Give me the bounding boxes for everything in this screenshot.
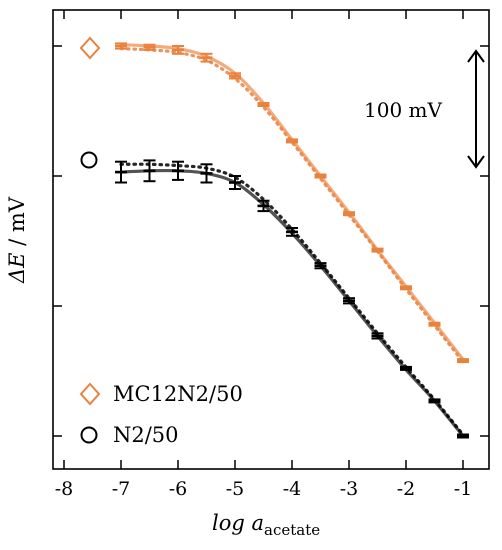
series-markers xyxy=(79,36,101,169)
x-axis-label: log aacetate xyxy=(212,511,320,539)
error-bar xyxy=(143,159,156,183)
error-bar xyxy=(343,297,355,305)
fit-dotted-mc12n2-50 xyxy=(119,47,465,364)
x-axis-ticks: -8 -7 -6 -5 -4 -3 -2 -1 xyxy=(55,10,473,500)
error-bar xyxy=(115,160,127,184)
x-tick-label: -7 xyxy=(112,478,131,500)
error-bar xyxy=(200,52,213,63)
error-bar xyxy=(457,433,469,439)
error-bar xyxy=(172,160,184,181)
error-bar xyxy=(371,247,384,253)
error-bar xyxy=(457,358,469,364)
error-bar xyxy=(115,42,127,50)
error-bar xyxy=(371,332,384,340)
x-tick-label: -5 xyxy=(226,478,245,500)
x-tick-label: -4 xyxy=(283,478,302,500)
error-bar xyxy=(428,398,441,404)
marker-circle xyxy=(80,151,98,169)
x-tick-label: -2 xyxy=(397,478,416,500)
svg-text:ΔE / mV: ΔE / mV xyxy=(5,196,29,284)
error-bar xyxy=(314,173,327,179)
series-layer xyxy=(79,36,469,439)
error-bar xyxy=(229,175,241,190)
error-bar xyxy=(172,45,184,55)
scale-bar-arrowhead-top xyxy=(467,49,485,63)
scale-bar: 100 mV xyxy=(364,49,485,169)
svg-text:log aacetate: log aacetate xyxy=(212,511,320,539)
series-mc12n2-50 xyxy=(115,42,469,364)
error-bar xyxy=(143,43,156,51)
y-axis-label-main: ΔE xyxy=(5,253,29,285)
error-bar xyxy=(286,227,298,237)
x-axis-label-main: log a xyxy=(212,511,264,535)
scale-bar-arrowhead-bottom xyxy=(467,155,485,169)
error-bar xyxy=(400,285,412,291)
y-axis-ticks xyxy=(53,45,489,437)
error-bar xyxy=(400,365,412,371)
x-tick-label: -8 xyxy=(55,478,74,500)
legend-label-n2-50: N2/50 xyxy=(113,423,179,447)
x-tick-label: -1 xyxy=(454,478,473,500)
marker-diamond xyxy=(79,36,101,60)
error-bar xyxy=(257,102,270,107)
error-bar xyxy=(200,163,213,184)
x-axis-label-subscript: acetate xyxy=(264,521,320,539)
legend: MC12N2/50 N2/50 xyxy=(79,382,243,447)
scale-bar-label: 100 mV xyxy=(364,98,442,122)
legend-marker-diamond xyxy=(79,382,101,406)
error-bar xyxy=(343,211,355,217)
series-n2-50 xyxy=(115,159,469,439)
error-bar xyxy=(286,138,298,144)
error-bar xyxy=(257,199,270,213)
error-bar xyxy=(314,262,327,270)
legend-label-mc12n2-50: MC12N2/50 xyxy=(113,382,243,406)
error-bar xyxy=(428,321,441,327)
y-axis-label: ΔE / mV xyxy=(5,196,29,284)
error-bar xyxy=(229,72,241,80)
y-axis-label-unit: / mV xyxy=(5,196,29,252)
x-tick-label: -3 xyxy=(340,478,359,500)
x-tick-label: -6 xyxy=(169,478,188,500)
fit-line-mc12n2-50 xyxy=(119,43,465,361)
legend-marker-circle xyxy=(80,426,98,444)
plot-frame xyxy=(52,9,490,470)
